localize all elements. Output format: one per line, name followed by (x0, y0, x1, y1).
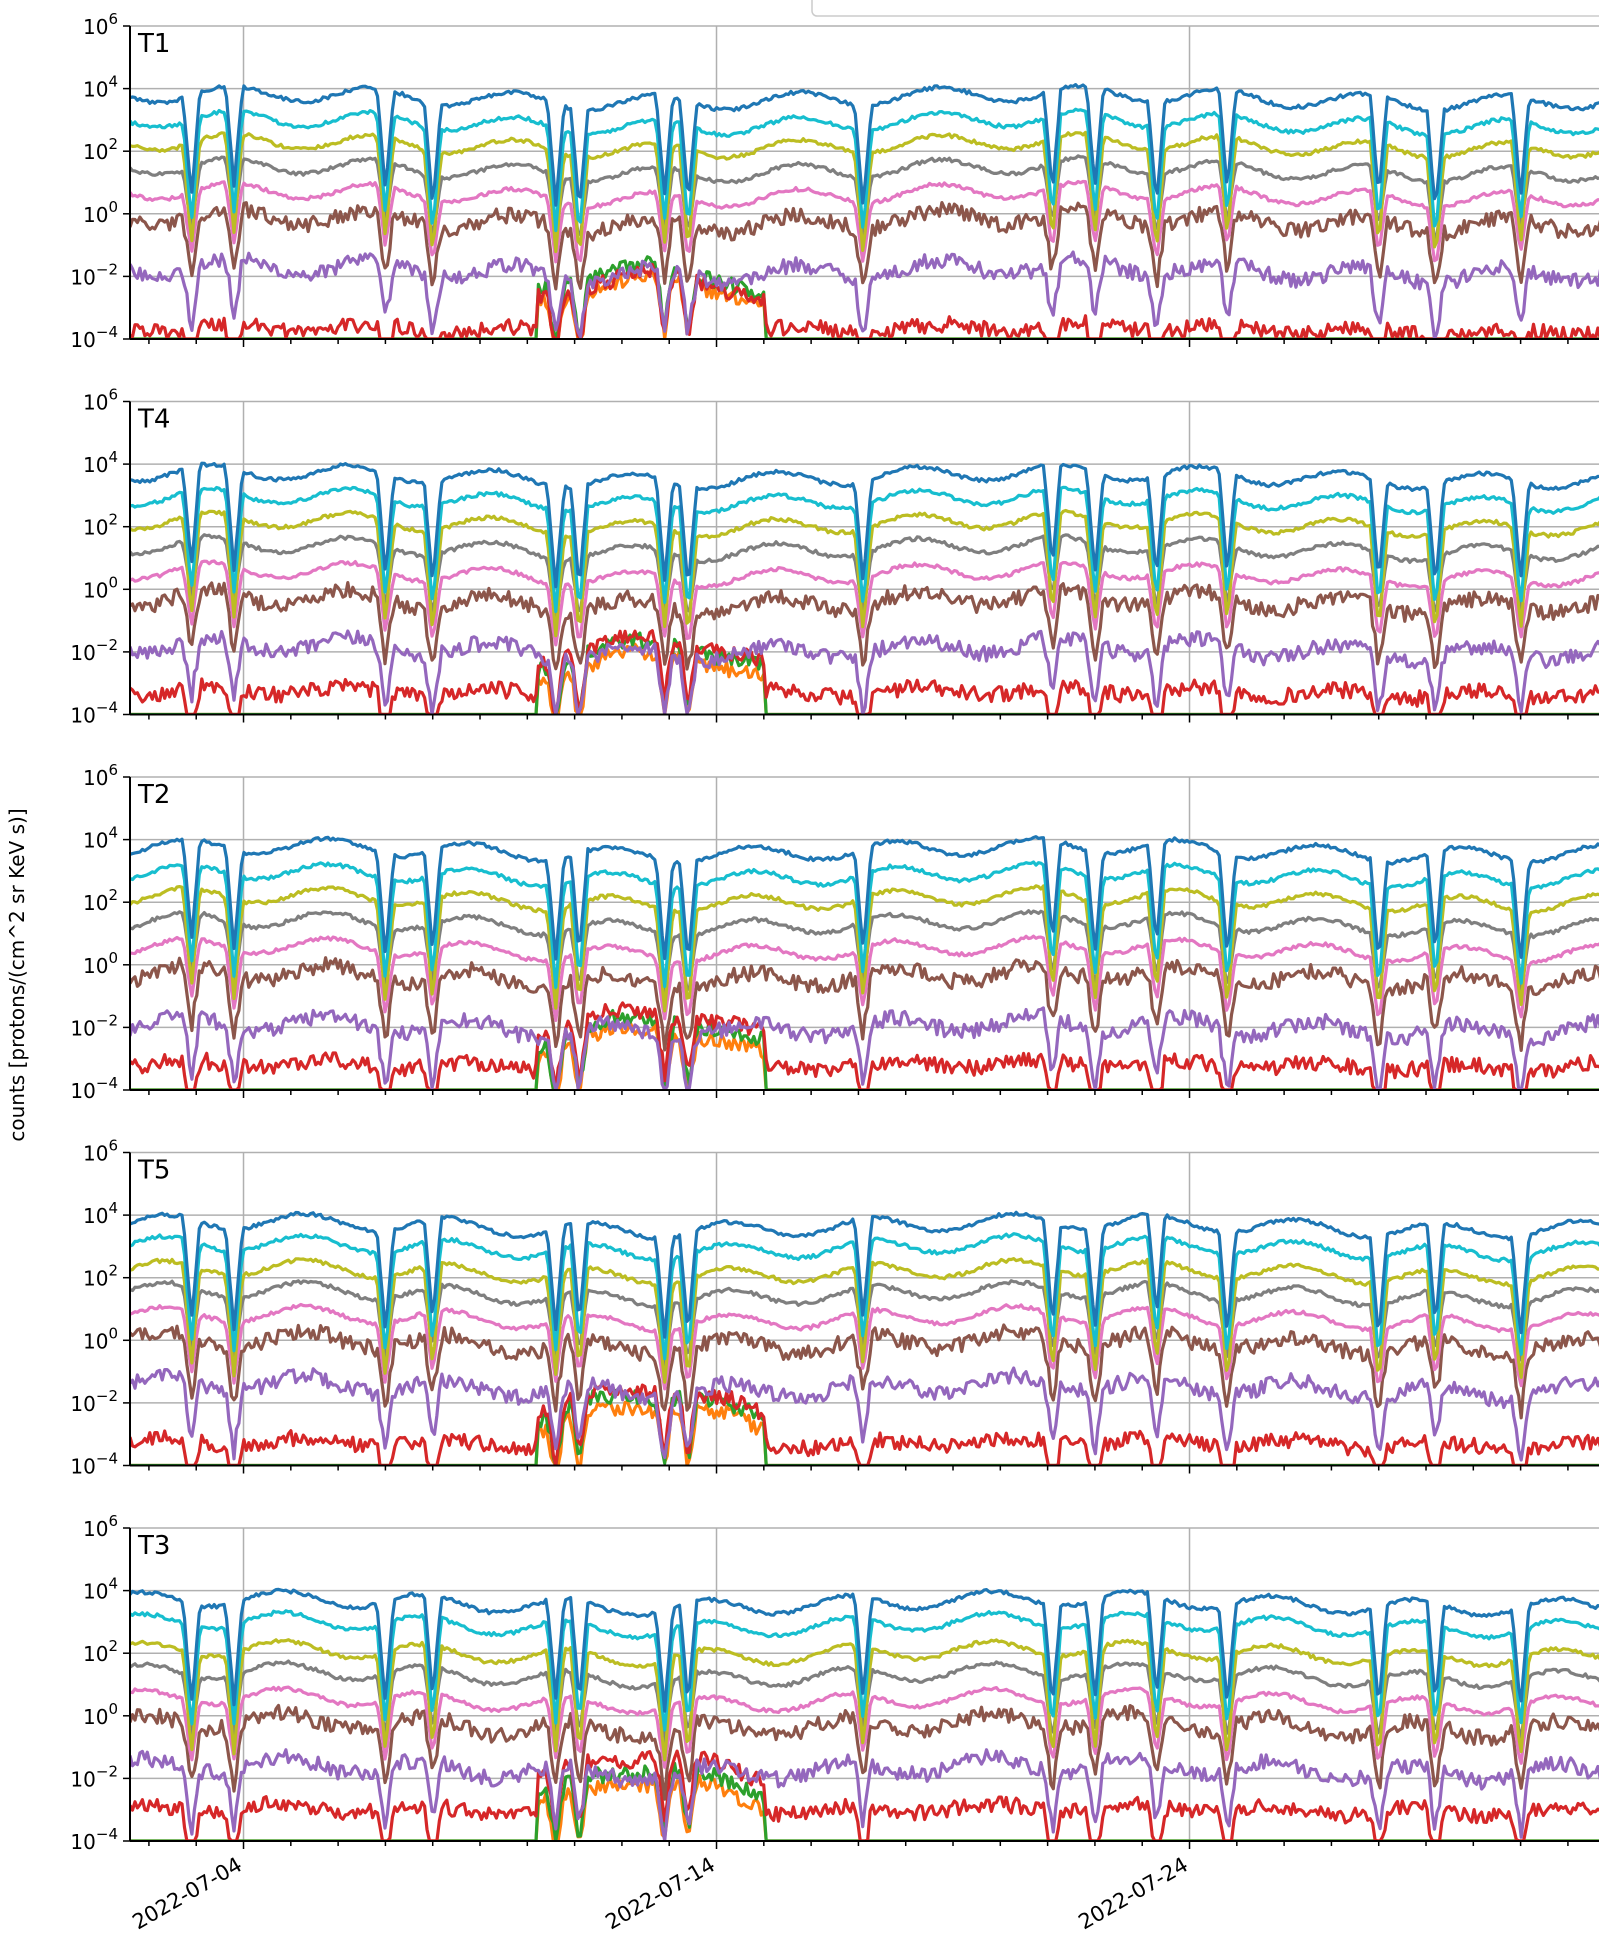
series-line-2 (130, 1609, 1599, 1732)
series-line-5 (130, 179, 1599, 264)
y-tick-label: 10−4 (70, 1450, 118, 1479)
panels: 10610410210010−210−4T110610410210010−210… (70, 10, 1599, 1854)
series-line-5 (130, 1685, 1599, 1769)
y-tick-label: 10−2 (70, 1011, 118, 1040)
series-line-6 (130, 581, 1599, 671)
legend-box (811, 0, 1599, 17)
series-line-1 (130, 83, 1599, 207)
y-tick-label: 104 (83, 1199, 118, 1228)
panel-t2: 106 104 102 100 10−2 10−4 T2 (70, 761, 1599, 1103)
series-line-7 (130, 629, 1599, 715)
x-tick-label: 2022-07-04 (128, 1853, 246, 1935)
y-tick-label: 106 (83, 386, 118, 415)
series-line-7 (130, 1748, 1599, 1841)
panel-t4: 106 104 102 100 10−2 10−4 T4 (70, 386, 1599, 728)
series-line-3 (130, 1638, 1599, 1762)
series-line-5 (130, 1302, 1599, 1391)
series-line-2 (130, 107, 1599, 233)
series-line-3 (130, 130, 1599, 254)
y-tick-label: 10−2 (70, 636, 118, 665)
panel-t5: 106 104 102 100 10−2 10−4 T5 (70, 1137, 1599, 1479)
series-line-6 (130, 1323, 1599, 1420)
series-line-6 (130, 956, 1599, 1052)
series-line-7 (130, 1366, 1599, 1462)
y-tick-label: 102 (83, 511, 118, 540)
y-axis-label: counts [protons/(cm^2 sr KeV s)] (5, 808, 29, 1141)
series-line-8 (130, 262, 1599, 339)
y-tick-label: 104 (83, 824, 118, 853)
y-tick-label: 10−4 (70, 699, 118, 728)
y-tick-label: 10−2 (70, 1387, 118, 1416)
series-line-6 (130, 201, 1599, 291)
y-tick-label: 106 (83, 1137, 118, 1166)
panel-t1: 106 104 102 100 10−2 10−4 T1 (70, 10, 1599, 352)
y-tick-label: 104 (83, 1575, 118, 1604)
y-tick-label: 102 (83, 886, 118, 915)
series-line-7 (130, 250, 1599, 339)
y-tick-label: 100 (83, 198, 118, 227)
series-line-1 (130, 461, 1599, 589)
series-line-1 (130, 1587, 1599, 1713)
series-line-1 (130, 1210, 1599, 1339)
x-tick-label: 2022-07-14 (601, 1853, 719, 1935)
series-line-3 (130, 508, 1599, 638)
y-tick-label: 100 (83, 1700, 118, 1729)
y-tick-label: 104 (83, 73, 118, 102)
series-line-7 (130, 1006, 1599, 1090)
y-tick-label: 106 (83, 10, 118, 39)
series-line-3 (130, 1257, 1599, 1384)
series-line-3 (130, 884, 1599, 1013)
series-line-8 (130, 629, 1599, 715)
panel-title: T3 (137, 1531, 170, 1561)
series-line-6 (130, 1703, 1599, 1801)
series-line-5 (130, 559, 1599, 647)
y-tick-label: 100 (83, 949, 118, 978)
series-line-5 (130, 934, 1599, 1022)
y-tick-label: 106 (83, 761, 118, 790)
panel-t3: 106 104 102 100 10−2 10−4 T3 (70, 1512, 1599, 1854)
y-tick-label: 102 (83, 135, 118, 164)
series-line-2 (130, 860, 1599, 989)
y-tick-label: 10−4 (70, 1074, 118, 1103)
y-tick-label: 104 (83, 448, 118, 477)
panel-title: T2 (137, 780, 170, 810)
series-line-2 (130, 485, 1599, 614)
series-line-4 (130, 154, 1599, 240)
y-tick-label: 100 (83, 1324, 118, 1353)
series-line-8 (130, 1383, 1599, 1466)
series-line-4 (130, 909, 1599, 996)
y-tick-label: 10−2 (70, 1762, 118, 1791)
series-line-8 (130, 1749, 1599, 1841)
y-tick-label: 10−4 (70, 1825, 118, 1854)
y-tick-label: 100 (83, 573, 118, 602)
series-line-2 (130, 1232, 1599, 1361)
y-tick-label: 10−4 (70, 323, 118, 352)
series-line-4 (130, 533, 1599, 622)
y-tick-label: 106 (83, 1512, 118, 1541)
y-tick-label: 102 (83, 1637, 118, 1666)
y-tick-label: 10−2 (70, 260, 118, 289)
panel-title: T4 (137, 405, 170, 435)
y-tick-label: 102 (83, 1262, 118, 1291)
series-line-8 (130, 1001, 1599, 1090)
x-tick-label: 2022-07-24 (1074, 1853, 1192, 1935)
panel-title: T5 (137, 1156, 170, 1186)
panel-title: T1 (137, 29, 170, 59)
series-line-1 (130, 835, 1599, 961)
